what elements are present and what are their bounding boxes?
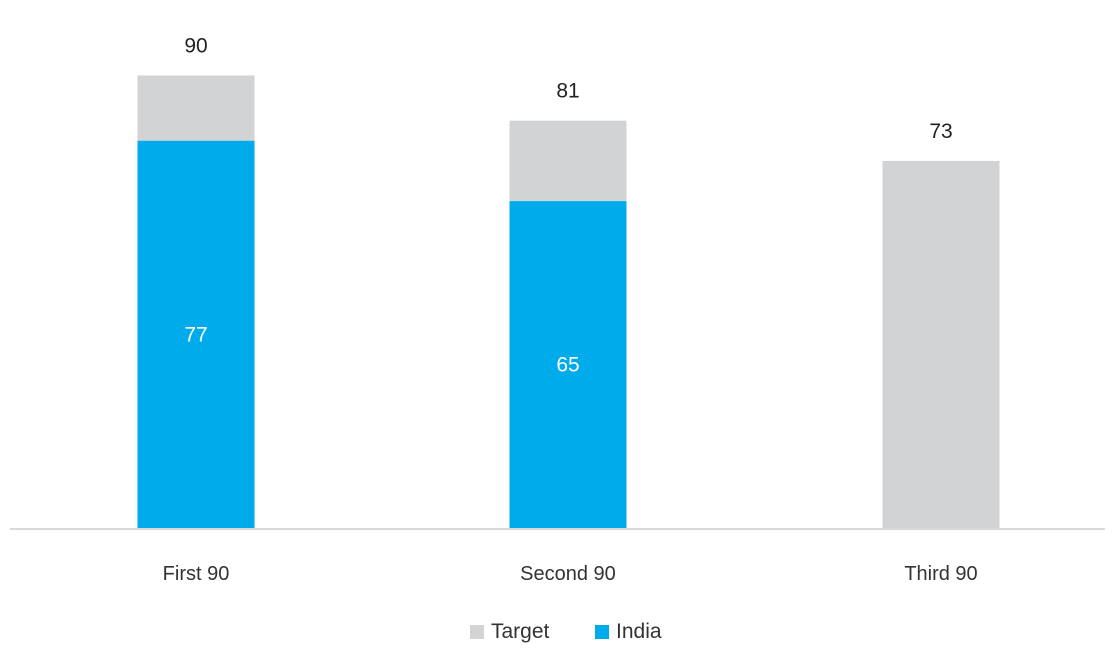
legend-swatch-india (595, 625, 609, 639)
bar-india-2 (509, 201, 627, 528)
data-label-india-2: 65 (556, 354, 579, 377)
data-label-target-2: 81 (556, 80, 579, 103)
x-tick-label-1: First 90 (163, 563, 230, 585)
legend-swatch-target (470, 625, 484, 639)
data-labels-layer: 90 77 81 65 73 (184, 34, 952, 376)
data-label-india-1: 77 (184, 323, 207, 346)
data-label-target-1: 90 (184, 34, 207, 57)
x-tick-label-3: Third 90 (904, 563, 977, 585)
legend: Target India (470, 620, 662, 643)
x-tick-labels: First 90 Second 90 Third 90 (163, 563, 978, 585)
x-tick-label-2: Second 90 (520, 563, 616, 585)
legend-label-india: India (616, 620, 662, 643)
legend-label-target: Target (491, 620, 550, 643)
bar-india-1 (137, 140, 255, 529)
bars-layer (137, 75, 1000, 529)
data-label-target-3: 73 (929, 120, 952, 143)
bar-target-3 (882, 160, 1000, 528)
